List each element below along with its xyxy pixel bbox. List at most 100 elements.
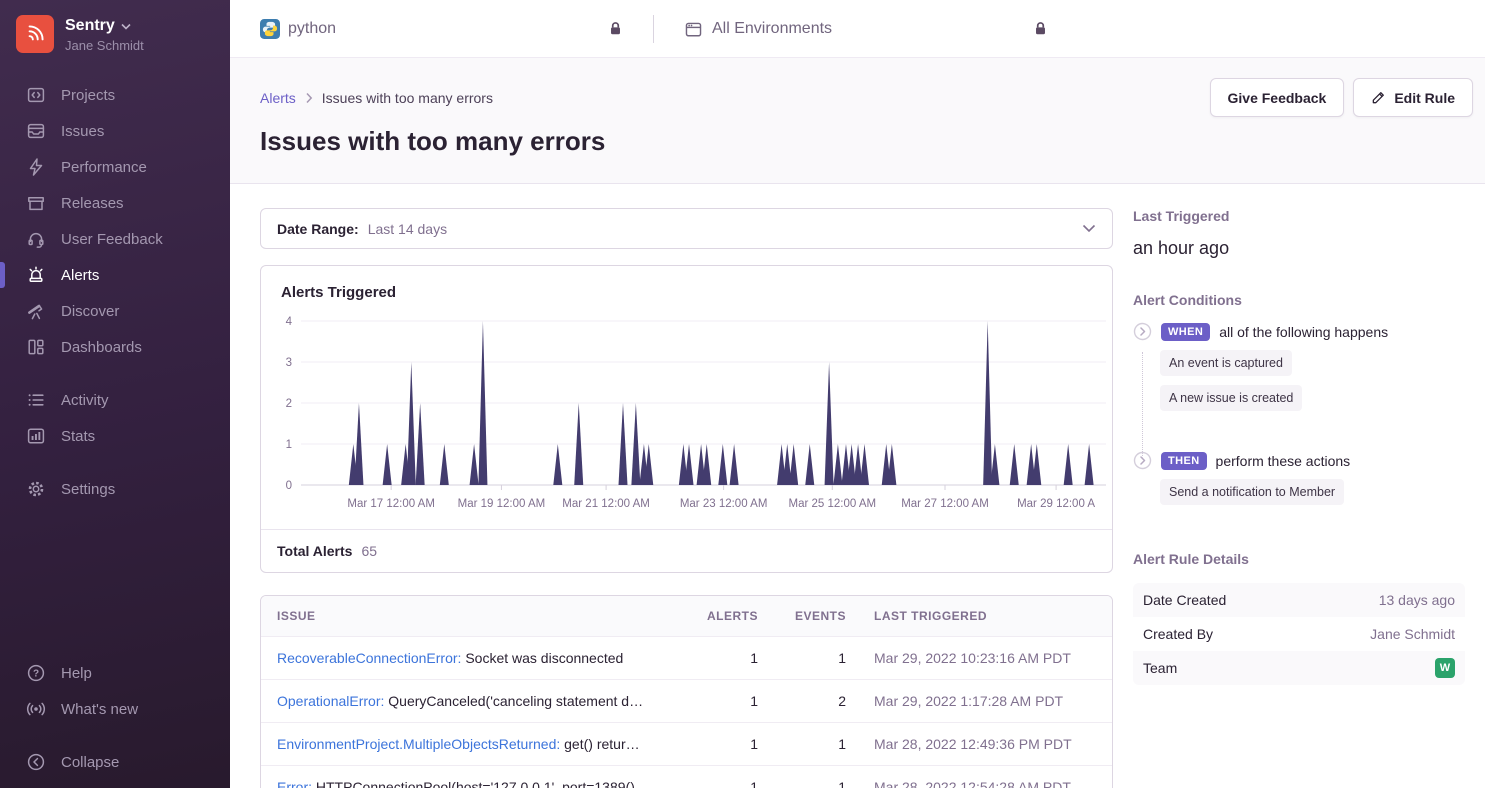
environment-icon (684, 0, 703, 58)
dashboards-icon (28, 339, 44, 355)
sidebar-item-stats[interactable]: Stats (0, 418, 230, 454)
sidebar-item-settings[interactable]: Settings (0, 471, 230, 507)
sentry-logo (16, 15, 54, 53)
projects-icon (27, 87, 45, 103)
table-row[interactable]: RecoverableConnectionError: Socket was d… (261, 636, 1112, 679)
then-condition-items: Send a notification to Member (1160, 479, 1465, 505)
table-row[interactable]: EnvironmentProject.MultipleObjectsReturn… (261, 722, 1112, 765)
sidebar-item-label: Dashboards (61, 338, 142, 356)
total-alerts-label: Total Alerts (277, 543, 353, 559)
alerts-chart-panel: Alerts Triggered 0 1 2 3 4 Mar 17 12:00 AM Mar… (260, 265, 1113, 573)
conditions-connector-line (1142, 352, 1143, 458)
when-text: all of the following happens (1219, 323, 1389, 340)
events-count: 1 (838, 779, 846, 788)
team-avatar-badge[interactable]: W (1435, 658, 1455, 678)
issues-table: ISSUE ALERTS EVENTS LAST TRIGGERED Recov… (260, 595, 1113, 788)
details-sidebar: Last Triggered an hour ago Alert Conditi… (1133, 208, 1465, 685)
user-name: Jane Schmidt (65, 38, 144, 53)
issue-cell: OperationalError: QueryCanceled('canceli… (277, 693, 670, 709)
svg-text:Mar 23 12:00 AM: Mar 23 12:00 AM (680, 498, 768, 510)
svg-text:4: 4 (286, 316, 293, 328)
sidebar-gap (0, 454, 230, 471)
header-actions: Give Feedback Edit Rule (1209, 78, 1473, 117)
issue-cell: Error: HTTPConnectionPool(host='127.0.0.… (277, 779, 670, 788)
sidebar: Sentry Jane Schmidt Projects Issues Perf… (0, 0, 230, 788)
sidebar-item-releases[interactable]: Releases (0, 185, 230, 221)
chevron-down-icon (1082, 224, 1096, 233)
give-feedback-label: Give Feedback (1227, 89, 1327, 106)
last-triggered-value: an hour ago (1133, 238, 1230, 258)
total-alerts-value: 65 (361, 543, 378, 559)
last-triggered-timestamp: Mar 28, 2022 12:54:28 AM PDT (874, 779, 1071, 788)
last-triggered-timestamp: Mar 28, 2022 12:49:36 PM PDT (874, 736, 1072, 752)
sidebar-item-user-feedback[interactable]: User Feedback (0, 221, 230, 257)
sidebar-item-performance[interactable]: Performance (0, 149, 230, 185)
alerts-count: 1 (750, 693, 758, 709)
issue-link[interactable]: Error: (277, 779, 312, 788)
issue-link[interactable]: EnvironmentProject.MultipleObjectsReturn… (277, 736, 561, 752)
sidebar-item-label: User Feedback (61, 230, 163, 248)
last-triggered-timestamp: Mar 29, 2022 10:23:16 AM PDT (874, 650, 1071, 666)
date-range-selector[interactable]: Date Range: Last 14 days (260, 208, 1113, 249)
edit-rule-label: Edit Rule (1394, 89, 1455, 106)
issue-link[interactable]: RecoverableConnectionError: (277, 650, 462, 666)
sidebar-item-label: Discover (61, 302, 120, 320)
environment-lock-icon (1033, 0, 1048, 58)
sidebar-item-label: Performance (61, 158, 147, 176)
issue-message: QueryCanceled('canceling statement d… (384, 693, 644, 709)
sidebar-item-alerts[interactable]: Alerts (0, 257, 230, 293)
svg-text:Mar 17 12:00 AM: Mar 17 12:00 AM (347, 498, 435, 510)
sidebar-item-discover[interactable]: Discover (0, 293, 230, 329)
detail-value: 13 days ago (1378, 592, 1455, 608)
user-feedback-icon (28, 232, 44, 248)
then-condition-row: THEN perform these actions (1133, 451, 1465, 470)
sidebar-collapse-button[interactable]: Collapse (0, 744, 230, 780)
releases-icon (28, 197, 44, 211)
action-pill: Send a notification to Member (1160, 479, 1345, 505)
sidebar-item-whats-new[interactable]: What's new (0, 691, 230, 727)
issue-message: Socket was disconnected (461, 650, 624, 666)
main-column: Date Range: Last 14 days Alerts Triggere… (260, 208, 1113, 788)
sidebar-item-label: What's new (61, 700, 139, 718)
give-feedback-button[interactable]: Give Feedback (1209, 78, 1345, 117)
when-condition-items: An event is captured A new issue is crea… (1160, 350, 1465, 411)
edit-rule-button[interactable]: Edit Rule (1353, 78, 1473, 117)
table-row[interactable]: OperationalError: QueryCanceled('canceli… (261, 679, 1112, 722)
svg-text:Mar 27 12:00 AM: Mar 27 12:00 AM (901, 498, 989, 510)
topbar-divider (653, 15, 654, 43)
sidebar-item-activity[interactable]: Activity (0, 382, 230, 418)
last-triggered-heading: Last Triggered (1133, 208, 1230, 224)
page-header: Alerts Issues with too many errors Issue… (230, 58, 1485, 184)
whats-new-icon (26, 702, 46, 716)
column-header-events: EVENTS (794, 609, 846, 623)
alert-conditions-heading: Alert Conditions (1133, 292, 1242, 308)
pencil-icon (1373, 92, 1385, 104)
sidebar-item-projects[interactable]: Projects (0, 77, 230, 113)
breadcrumb: Alerts Issues with too many errors (260, 90, 493, 106)
project-selector[interactable] (260, 0, 280, 58)
svg-text:?: ? (33, 668, 39, 679)
issues-icon (27, 123, 45, 139)
stats-icon (27, 428, 45, 444)
alerts-count: 1 (750, 650, 758, 666)
sidebar-item-help[interactable]: ? Help (0, 655, 230, 691)
project-name[interactable]: python (288, 20, 337, 37)
chevron-circle-icon[interactable] (1133, 322, 1152, 341)
issue-link[interactable]: OperationalError: (277, 693, 385, 709)
chevron-down-icon (121, 23, 131, 30)
sidebar-item-issues[interactable]: Issues (0, 113, 230, 149)
breadcrumb-separator-icon (306, 92, 313, 104)
alert-rule-details-heading: Alert Rule Details (1133, 551, 1249, 567)
svg-text:2: 2 (286, 398, 292, 410)
table-row[interactable]: Error: HTTPConnectionPool(host='127.0.0.… (261, 765, 1112, 788)
discover-icon (28, 304, 43, 320)
issue-message: HTTPConnectionPool(host='127.0.0.1', por… (312, 779, 635, 788)
breadcrumb-alerts-link[interactable]: Alerts (260, 90, 296, 106)
sidebar-item-label: Activity (61, 391, 109, 409)
sidebar-gap (0, 727, 230, 744)
rule-detail-row: Team W (1133, 651, 1465, 685)
environment-name[interactable]: All Environments (712, 20, 833, 37)
settings-icon (28, 481, 44, 497)
sidebar-item-dashboards[interactable]: Dashboards (0, 329, 230, 365)
org-header[interactable]: Sentry Jane Schmidt (0, 0, 230, 53)
